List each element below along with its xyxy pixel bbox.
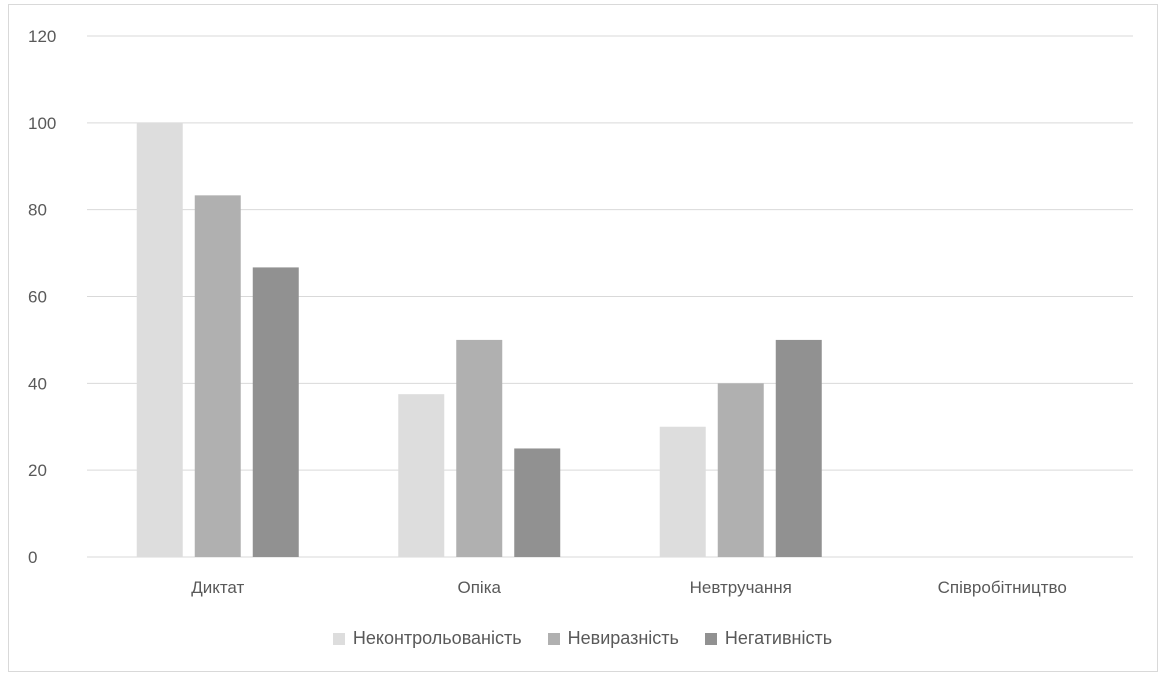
y-tick-label: 20 [28, 461, 47, 480]
y-tick-label: 80 [28, 201, 47, 220]
legend-swatch [704, 632, 717, 645]
y-tick-label: 60 [28, 288, 47, 307]
bars [136, 122, 822, 557]
x-tick-label: Опіка [458, 578, 502, 597]
legend-item: Неконтрольованість [332, 628, 522, 649]
legend-swatch [547, 632, 560, 645]
x-tick-label: Диктат [191, 578, 244, 597]
bar [398, 394, 445, 557]
legend-item: Невиразність [547, 628, 679, 649]
bar [514, 448, 561, 557]
bar [717, 383, 764, 557]
bar [775, 339, 822, 557]
legend-label: Неконтрольованість [352, 628, 522, 648]
x-tick-label: Співробітництво [938, 578, 1067, 597]
legend-label: Негативність [724, 628, 833, 648]
legend-item: Негативність [704, 628, 833, 649]
legend-swatch [332, 632, 345, 645]
legend: Неконтрольованість Невиразність Негативніс… [0, 628, 1165, 649]
bar [194, 195, 241, 557]
bar [456, 339, 503, 557]
bar [659, 426, 706, 557]
bar [252, 267, 299, 557]
y-tick-label: 120 [28, 27, 56, 46]
y-tick-label: 0 [28, 548, 37, 567]
y-tick-label: 40 [28, 374, 47, 393]
bar [136, 122, 183, 557]
gridlines [87, 35, 1133, 558]
y-axis-ticks: 0 20 40 60 80 100 120 [28, 27, 56, 567]
x-tick-label: Невтручання [690, 578, 792, 597]
legend-label: Невиразність [567, 628, 679, 648]
y-tick-label: 100 [28, 114, 56, 133]
x-axis-ticks: Диктат Опіка Невтручання Співробітництво [191, 578, 1067, 597]
